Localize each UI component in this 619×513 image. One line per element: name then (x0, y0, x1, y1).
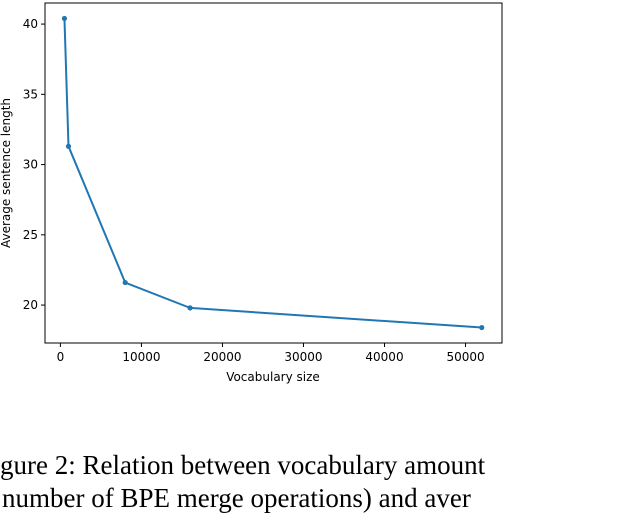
x-tick-label: 0 (57, 350, 65, 364)
y-axis-label: Average sentence length (0, 98, 13, 248)
line-chart: 0 10000 20000 30000 40000 50000 20 25 30 35 40 Vo… (0, 2, 503, 384)
x-axis-label: Vocabulary size (226, 370, 320, 384)
y-tick-label: 40 (23, 17, 38, 31)
y-tick-label: 25 (23, 228, 38, 242)
data-point (187, 305, 193, 311)
figure-caption-line-2: number of BPE merge operations) and aver (2, 483, 471, 513)
series-layer (61, 15, 485, 331)
x-tick-label: 30000 (284, 350, 322, 364)
data-point (122, 279, 128, 286)
y-tick-label: 20 (23, 298, 38, 312)
data-point (61, 15, 68, 22)
y-tick-label: 30 (23, 158, 38, 172)
data-point (479, 324, 485, 331)
plot-area (44, 2, 503, 344)
data-point (65, 143, 72, 149)
figure-caption-line-1: gure 2: Relation between vocabulary amou… (0, 450, 486, 480)
x-tick-label: 20000 (203, 350, 241, 364)
y-axis: 20 25 30 35 40 (23, 17, 45, 312)
x-tick-label: 40000 (365, 350, 403, 364)
x-tick-label: 50000 (446, 350, 484, 364)
x-axis: 0 10000 20000 30000 40000 50000 (57, 343, 485, 364)
y-tick-label: 35 (23, 87, 38, 101)
x-tick-label: 10000 (122, 350, 160, 364)
